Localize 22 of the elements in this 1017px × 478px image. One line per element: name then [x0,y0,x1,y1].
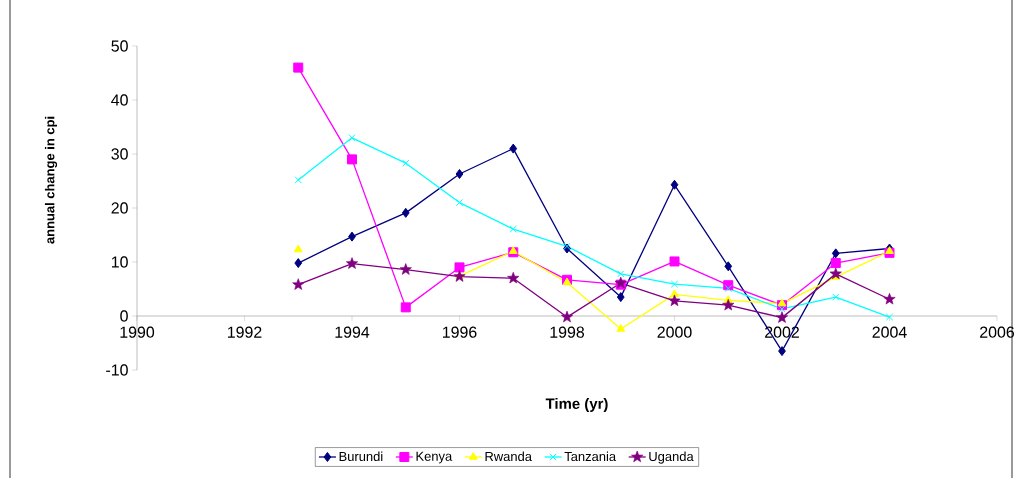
x-tick-label: 1998 [550,326,585,338]
x-tick-label: 2004 [872,326,907,338]
x-tick-label: 1990 [120,326,155,338]
x-tick-label: 1996 [442,326,477,338]
y-axis-title: annual change in cpi [44,116,58,244]
legend-label: Kenya [416,451,453,464]
y-tick-label: 40 [111,94,128,106]
legend-label: Rwanda [485,451,532,462]
x-tick-label: 1992 [227,326,262,338]
x-tick-label: 2000 [657,326,692,338]
x-tick-label: 2006 [980,326,1015,338]
legend-label: Tanzania [564,451,617,462]
y-tick-label: 10 [111,256,128,268]
y-tick-label: 20 [111,202,128,214]
y-tick-label: -10 [106,364,128,376]
x-tick-label: 1994 [335,326,370,338]
y-tick-label: 30 [111,148,128,160]
legend-label: Uganda [649,451,694,464]
x-axis-title: Time (yr) [545,398,608,412]
legend-label: Burundi [339,451,383,462]
y-tick-label: 50 [111,40,128,52]
y-tick-label: 0 [120,310,128,322]
